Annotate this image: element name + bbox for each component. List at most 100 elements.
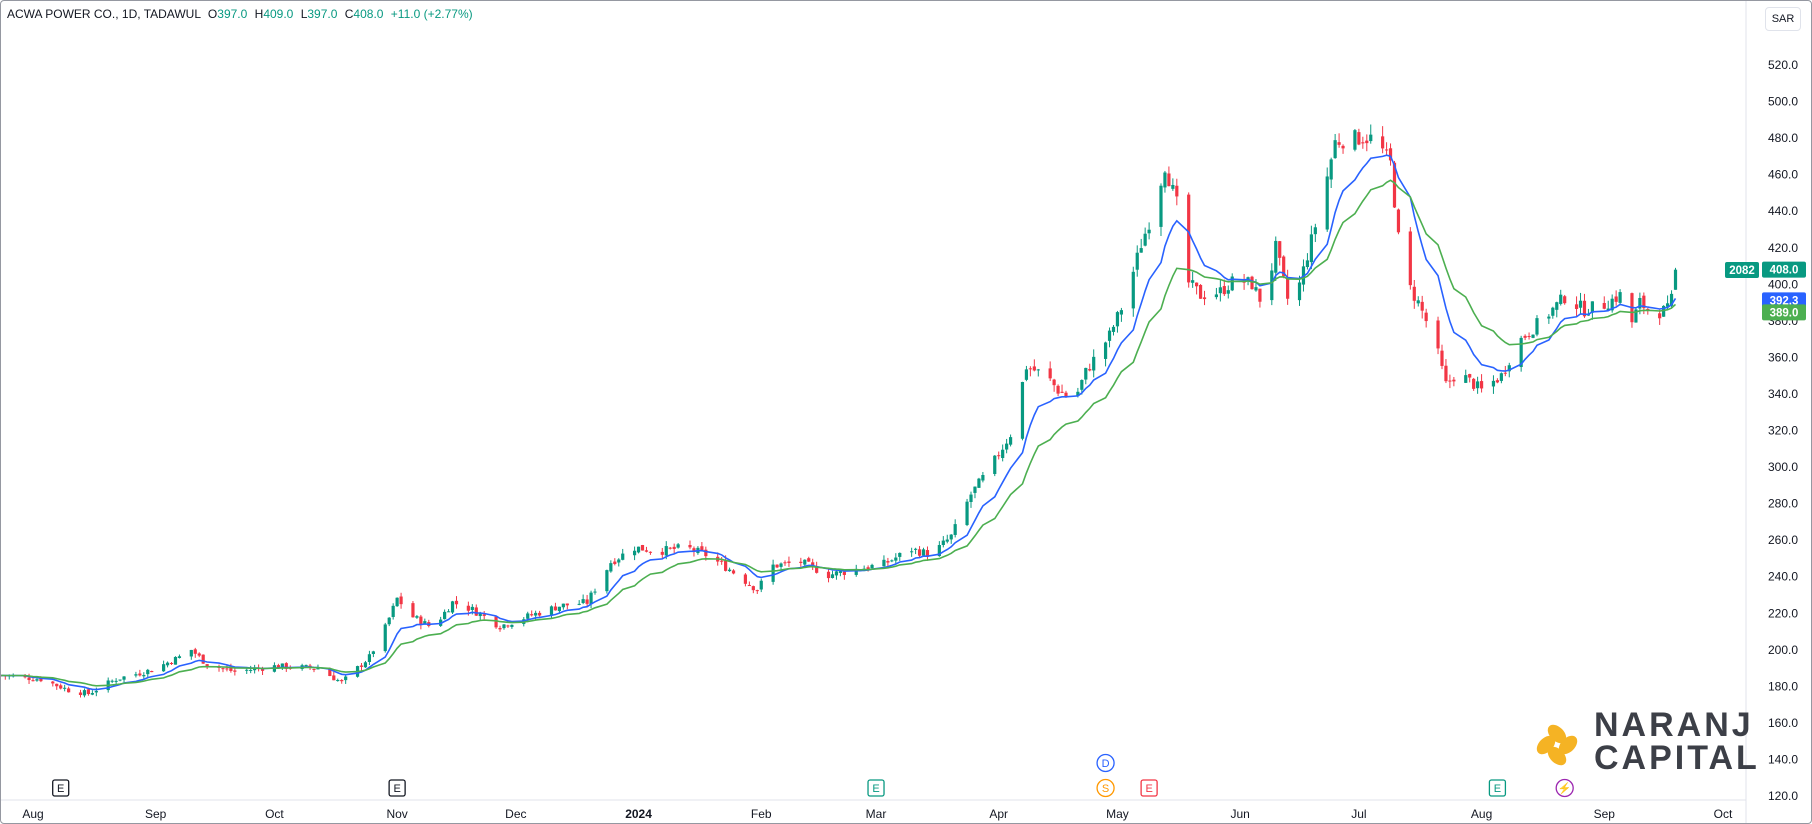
time-tick-label: Aug xyxy=(22,807,43,821)
candle xyxy=(506,624,510,628)
low-label: L xyxy=(300,7,308,21)
candle xyxy=(1634,307,1638,323)
candle xyxy=(668,546,672,550)
svg-text:408.0: 408.0 xyxy=(1770,265,1799,277)
candle xyxy=(1452,376,1456,387)
candle xyxy=(1444,359,1448,384)
candle xyxy=(1392,160,1397,208)
candle xyxy=(743,573,748,587)
candle xyxy=(150,670,154,673)
candle xyxy=(177,654,182,659)
candle xyxy=(1436,316,1440,355)
time-tick-label: Nov xyxy=(386,807,407,821)
symbol-legend[interactable]: ACWA POWER CO., 1D, TADAWUL O397.0 H409.… xyxy=(7,7,473,21)
candle xyxy=(82,688,87,698)
candle xyxy=(482,611,486,620)
candle xyxy=(720,557,724,565)
candle xyxy=(1420,295,1424,319)
candle xyxy=(1230,273,1234,292)
candle xyxy=(593,588,597,595)
naranj-logo-icon xyxy=(1536,724,1578,766)
time-axis[interactable]: Aug Sep Oct Nov Dec 2024 Feb Mar Apr May Jun Jul Aug… xyxy=(22,807,1733,821)
ema-fast-price-label: 392.3 xyxy=(1762,292,1806,309)
candle xyxy=(1610,294,1614,313)
price-tick-label: 240.0 xyxy=(1768,570,1798,584)
earnings-event-marker: E xyxy=(867,779,885,797)
high-label: H xyxy=(254,7,264,21)
time-tick-label: Feb xyxy=(751,807,772,821)
candle xyxy=(1305,253,1310,270)
candle xyxy=(1448,374,1452,389)
svg-text:E: E xyxy=(872,783,879,795)
candle xyxy=(636,546,641,554)
candle xyxy=(565,603,569,610)
candle xyxy=(1408,227,1412,290)
candle xyxy=(530,610,534,617)
price-tick-label: 220.0 xyxy=(1768,606,1798,620)
candle xyxy=(110,679,114,684)
candle xyxy=(1464,369,1468,384)
candle xyxy=(1001,444,1005,462)
candle xyxy=(332,672,336,681)
candle xyxy=(359,663,364,671)
svg-text:S: S xyxy=(1102,783,1109,795)
candle xyxy=(1056,384,1060,397)
candle xyxy=(727,567,732,572)
candle xyxy=(1052,378,1056,392)
currency-button[interactable]: SAR xyxy=(1765,7,1801,31)
candle xyxy=(67,686,71,693)
candle xyxy=(913,547,918,555)
price-axis[interactable]: 120.0 140.0 160.0 180.0 200.0 220.0 240.0 260.0… xyxy=(1768,58,1798,803)
volume-label: 2082 xyxy=(1725,262,1759,278)
candle xyxy=(1270,263,1274,306)
price-tick-label: 340.0 xyxy=(1768,387,1798,401)
svg-text:⚡: ⚡ xyxy=(1558,782,1572,795)
time-tick-label: Mar xyxy=(866,807,887,821)
candle xyxy=(1658,309,1662,325)
candle xyxy=(1084,367,1088,385)
candle xyxy=(1115,310,1120,333)
candle xyxy=(1424,308,1428,328)
candle xyxy=(1218,279,1222,302)
candle xyxy=(1195,282,1199,295)
time-tick-label: Oct xyxy=(265,807,284,821)
open-label: O xyxy=(207,7,218,21)
last-price-label: 408.0 xyxy=(1762,261,1806,278)
candle xyxy=(577,600,581,606)
candle xyxy=(1175,178,1179,206)
candle xyxy=(1107,327,1112,348)
candle xyxy=(1523,334,1527,341)
candle xyxy=(1329,157,1333,189)
candle xyxy=(787,556,791,567)
candle xyxy=(336,678,340,682)
candle xyxy=(1309,225,1313,270)
candle xyxy=(1531,334,1535,339)
candle xyxy=(1337,133,1341,148)
candle xyxy=(443,609,447,620)
price-tick-label: 260.0 xyxy=(1768,533,1798,547)
earnings-past-event-marker: E xyxy=(388,779,406,797)
candle xyxy=(1396,208,1401,235)
candle xyxy=(1341,144,1345,154)
candle xyxy=(1297,275,1302,306)
candle xyxy=(1412,279,1416,309)
candle xyxy=(557,606,561,614)
candle xyxy=(502,624,506,630)
candle xyxy=(1578,292,1583,314)
candle xyxy=(807,556,811,562)
time-tick-label: Sep xyxy=(145,807,167,821)
candle xyxy=(193,647,197,658)
candle xyxy=(585,594,589,608)
candle xyxy=(1606,300,1610,311)
candle xyxy=(1048,361,1052,382)
candle xyxy=(775,564,779,569)
candle xyxy=(1479,374,1484,393)
candle xyxy=(1416,296,1420,307)
candle xyxy=(1202,290,1207,306)
candle xyxy=(941,536,945,548)
split-event-marker: S xyxy=(1096,778,1115,798)
candle xyxy=(751,585,755,594)
ema-slow-price-label: 389.0 xyxy=(1762,304,1806,321)
